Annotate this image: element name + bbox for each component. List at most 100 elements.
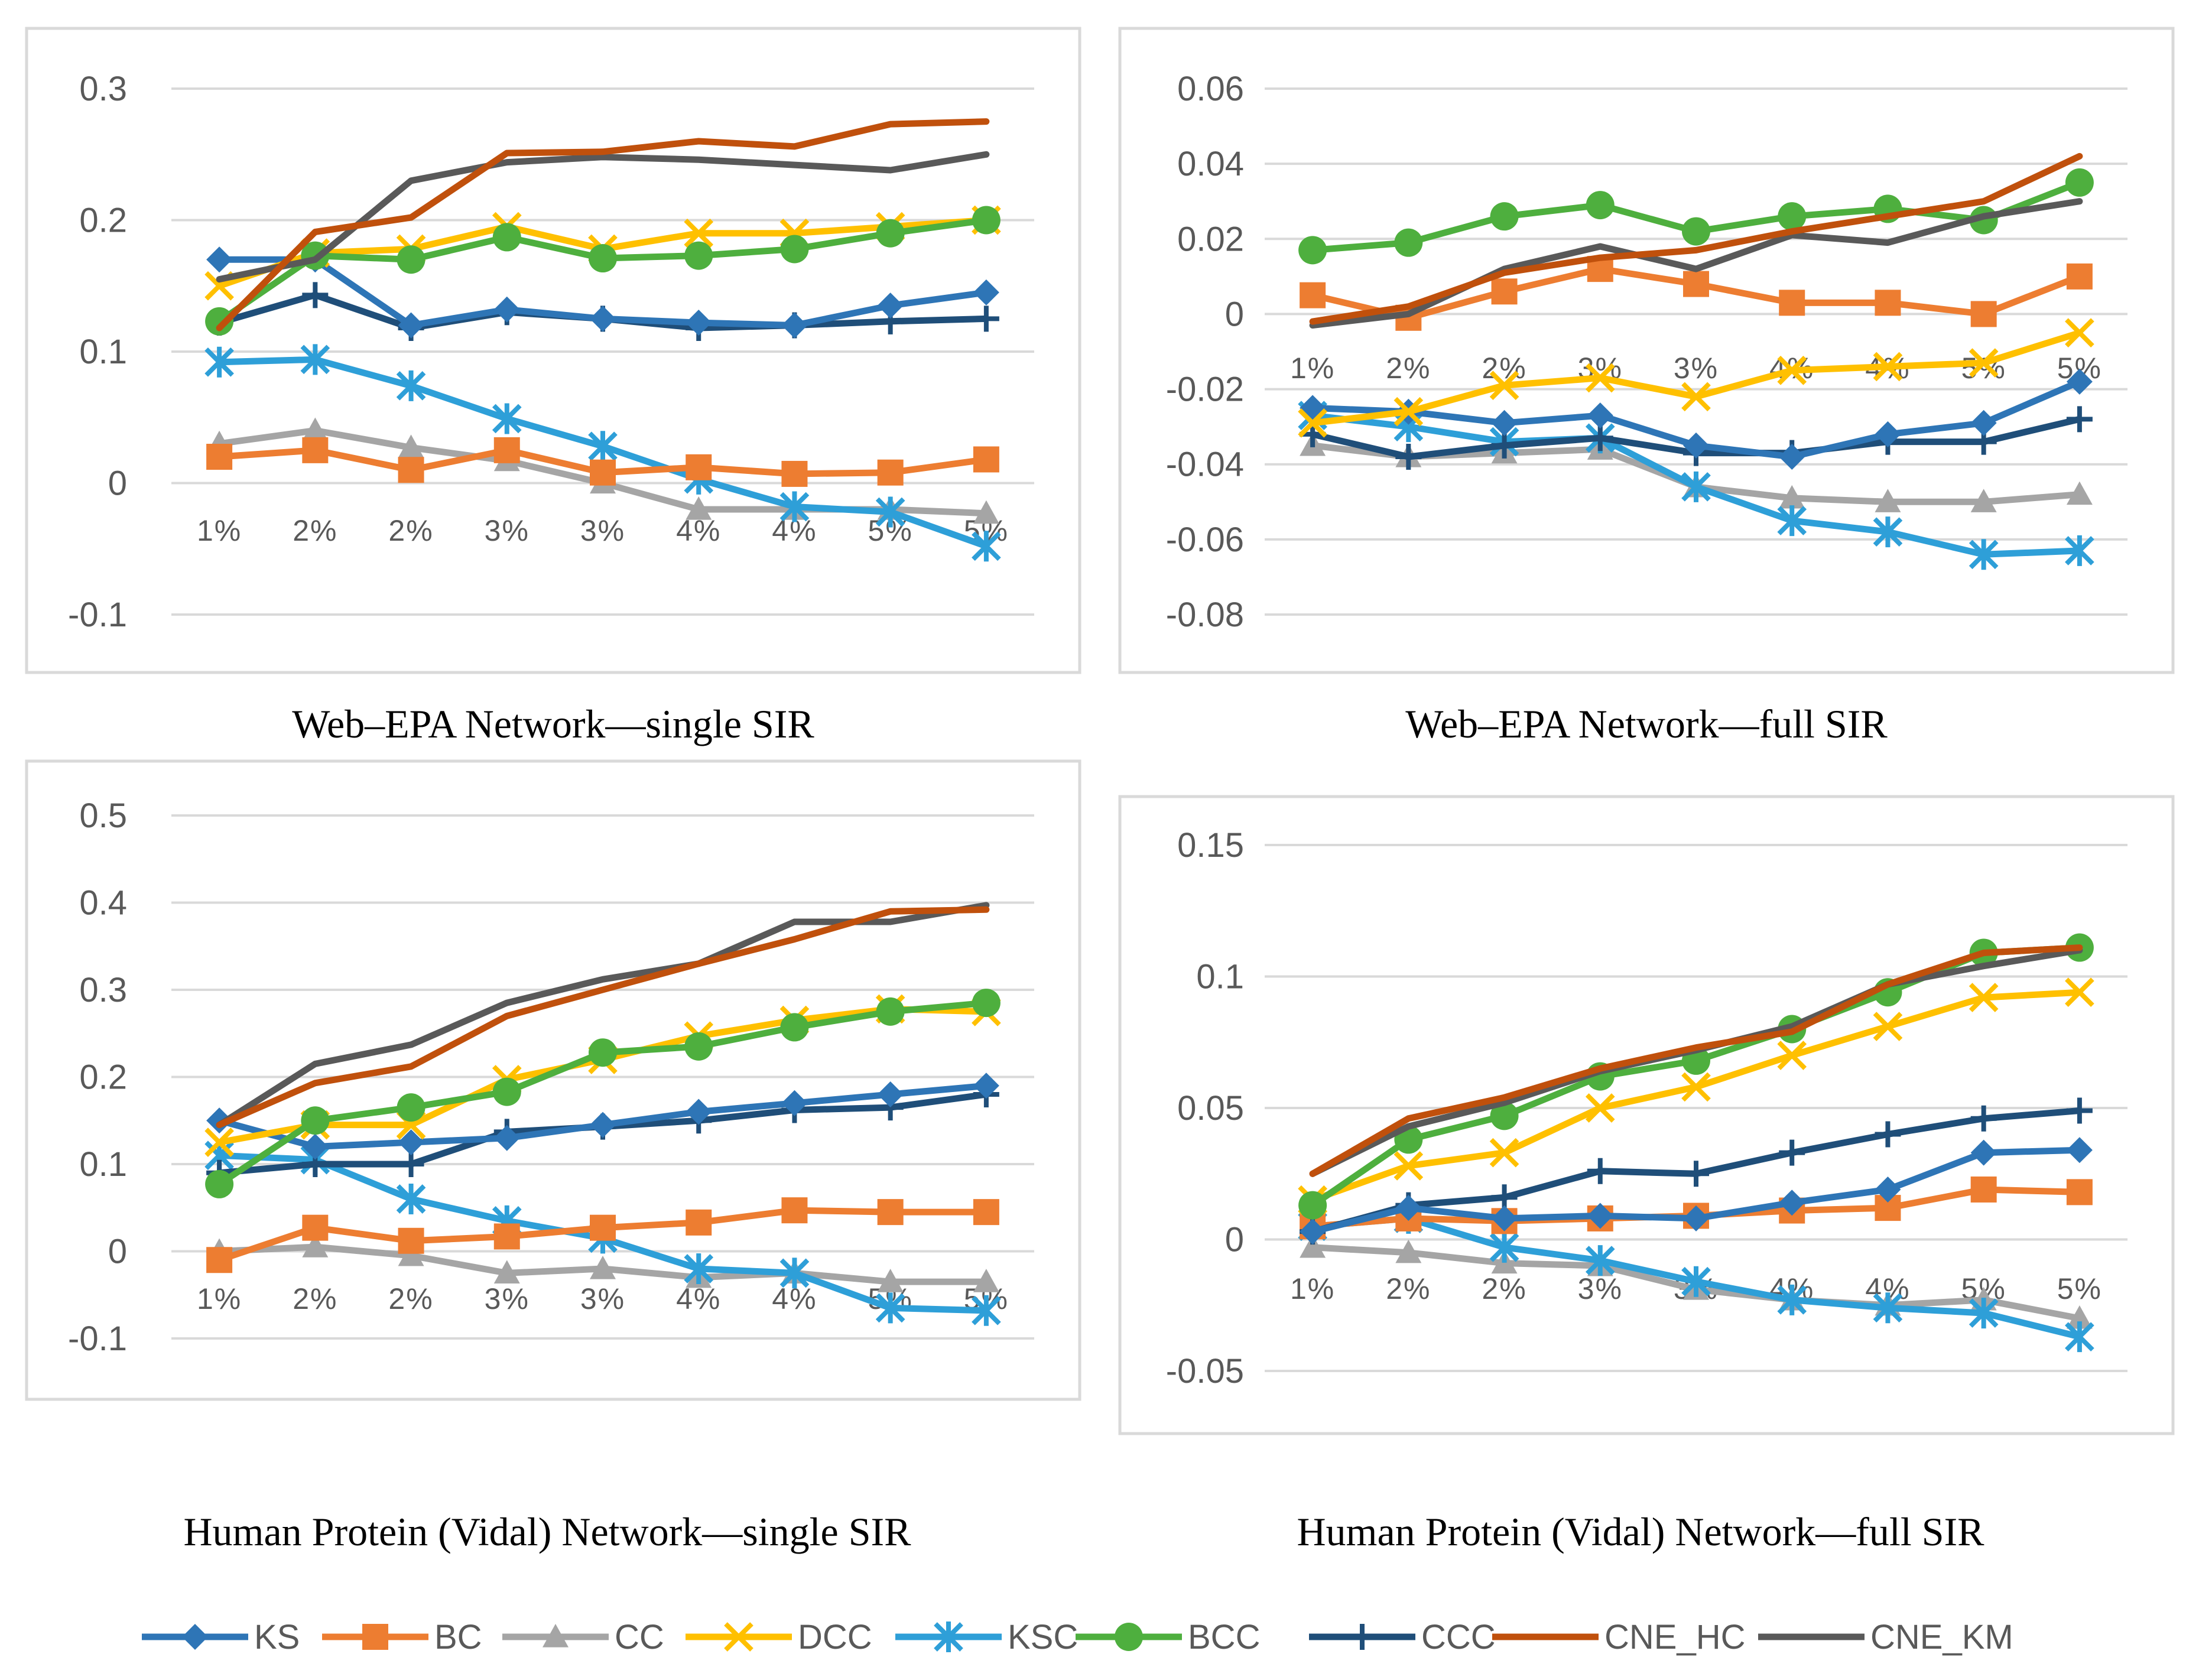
y-tick-label: 0 xyxy=(108,1233,127,1271)
marker-bc xyxy=(1970,1176,1997,1203)
marker-cc xyxy=(2066,481,2093,505)
x-tick-label: 3% xyxy=(1578,1272,1623,1305)
marker-bcc xyxy=(589,1038,617,1067)
marker-cc xyxy=(1395,1239,1422,1263)
marker-ks xyxy=(398,1129,424,1156)
legend-label: KSC xyxy=(1008,1618,1078,1656)
x-tick-label: 1% xyxy=(197,514,242,547)
x-tick-label: 3% xyxy=(485,1282,530,1315)
y-tick-label: -0.1 xyxy=(68,1320,127,1358)
marker-cc xyxy=(1875,489,1901,512)
series-ksc xyxy=(204,344,1001,562)
y-tick-label: -0.05 xyxy=(1166,1352,1244,1390)
marker-bcc xyxy=(397,1093,425,1122)
marker-ks xyxy=(1683,1205,1709,1231)
marker-dcc xyxy=(724,1622,753,1652)
marker-ks xyxy=(1779,1190,1805,1216)
marker-bc xyxy=(206,1247,233,1273)
marker-bcc xyxy=(972,989,1001,1018)
marker-bcc xyxy=(589,244,617,273)
marker-dcc xyxy=(1394,1151,1424,1181)
marker-bcc xyxy=(780,1013,809,1042)
marker-ks xyxy=(781,312,808,339)
marker-cc xyxy=(398,434,424,459)
marker-cc xyxy=(302,417,329,441)
series-cne-hc xyxy=(1309,152,2083,325)
marker-dcc xyxy=(1873,352,1903,382)
marker-ksc xyxy=(2065,535,2094,566)
marker-ksc xyxy=(492,403,522,434)
y-tick-label: -0.08 xyxy=(1166,596,1244,634)
marker-ks xyxy=(590,306,616,332)
marker-ks xyxy=(206,246,233,273)
marker-bc xyxy=(590,1214,616,1241)
y-tick-label: 0.3 xyxy=(79,70,127,108)
marker-bcc xyxy=(492,223,521,252)
marker-ksc xyxy=(2065,1321,2094,1353)
marker-cc xyxy=(1300,1234,1326,1258)
marker-ccc xyxy=(1587,425,1613,451)
marker-bc xyxy=(686,1209,712,1236)
marker-bc xyxy=(781,1197,808,1224)
marker-bcc xyxy=(1298,1191,1327,1220)
marker-bcc xyxy=(397,245,425,274)
marker-ksc xyxy=(1681,1266,1711,1297)
legend-label: BC xyxy=(434,1618,482,1656)
marker-bc xyxy=(781,460,808,487)
marker-bc xyxy=(398,457,424,483)
marker-ksc xyxy=(972,1295,1001,1326)
legend-label: CCC xyxy=(1421,1618,1496,1656)
y-tick-label: 0.15 xyxy=(1177,826,1244,865)
marker-bcc xyxy=(1586,191,1615,220)
marker-ksc xyxy=(396,370,426,401)
marker-bcc xyxy=(684,241,713,270)
marker-bc xyxy=(1875,290,1901,316)
series-ksc xyxy=(1298,400,2094,570)
y-tick-label: 0 xyxy=(1225,295,1244,333)
y-tick-label: -0.02 xyxy=(1166,371,1244,409)
x-tick-label: 2% xyxy=(293,1282,337,1315)
marker-ks xyxy=(1970,410,1997,436)
marker-ks xyxy=(182,1624,208,1650)
marker-bcc xyxy=(1394,228,1423,257)
marker-ksc xyxy=(875,496,905,528)
marker-bcc xyxy=(780,235,809,264)
legend-label: KS xyxy=(254,1618,300,1656)
y-tick-label: 0.02 xyxy=(1177,220,1244,258)
marker-ksc xyxy=(396,1184,426,1214)
marker-dcc xyxy=(1489,1138,1519,1168)
marker-ksc xyxy=(1777,1284,1807,1315)
y-tick-label: 0.2 xyxy=(79,1058,127,1097)
x-tick-label: 1% xyxy=(1290,1272,1335,1305)
marker-ks xyxy=(302,1133,329,1160)
series-bc xyxy=(206,1197,999,1273)
marker-ks xyxy=(686,310,712,336)
legend-label: CNE_KM xyxy=(1870,1618,2013,1656)
marker-bc xyxy=(206,444,233,470)
marker-ks xyxy=(1875,1176,1901,1203)
marker-ksc xyxy=(934,1621,963,1652)
marker-ksc xyxy=(588,431,618,462)
marker-ksc xyxy=(1585,1245,1615,1276)
x-tick-label: 2% xyxy=(388,1282,433,1315)
marker-ks xyxy=(206,1107,233,1134)
legend-label: CC xyxy=(615,1618,664,1656)
marker-ksc xyxy=(972,531,1001,562)
marker-bcc xyxy=(1490,202,1519,231)
marker-ccc xyxy=(1395,444,1422,470)
marker-bc xyxy=(973,1199,999,1226)
marker-ksc xyxy=(779,491,810,522)
marker-ks xyxy=(1587,1203,1613,1229)
marker-ccc xyxy=(1970,1105,1997,1132)
legend-item-cc: CC xyxy=(502,1618,664,1656)
marker-ks xyxy=(2066,368,2093,395)
marker-ks xyxy=(1395,1195,1422,1221)
marker-bc xyxy=(398,1227,424,1254)
y-tick-label: 0 xyxy=(108,464,127,503)
y-tick-label: -0.1 xyxy=(68,596,127,634)
marker-cc xyxy=(1779,485,1805,509)
x-tick-label: 3% xyxy=(580,514,625,547)
marker-ks xyxy=(1970,1139,1997,1166)
marker-ks xyxy=(1587,402,1613,429)
